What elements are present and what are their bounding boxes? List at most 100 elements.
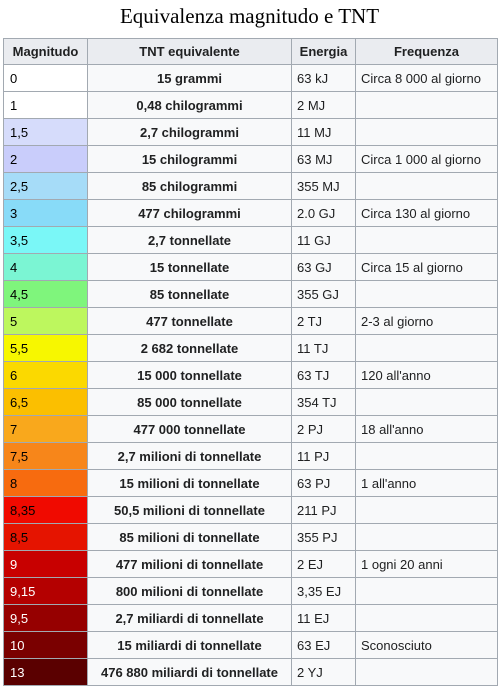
frequency-cell: Sconosciuto — [355, 631, 498, 659]
frequency-cell — [355, 118, 498, 146]
tnt-cell: 2,7 chilogrammi — [87, 118, 292, 146]
energy-cell: 63 MJ — [291, 145, 356, 173]
magnitude-cell: 6 — [3, 361, 88, 389]
header-row: Magnitudo TNT equivalente Energia Freque… — [3, 38, 498, 65]
magnitude-cell: 13 — [3, 658, 88, 686]
frequency-cell: 2-3 al giorno — [355, 307, 498, 335]
tnt-cell: 85 tonnellate — [87, 280, 292, 308]
header-energia[interactable]: Energia — [291, 38, 356, 65]
tnt-cell: 15 grammi — [87, 64, 292, 92]
header-tnt[interactable]: TNT equivalente — [87, 38, 292, 65]
magnitude-cell: 5 — [3, 307, 88, 335]
tnt-cell: 15 000 tonnellate — [87, 361, 292, 389]
frequency-cell: 1 all'anno — [355, 469, 498, 497]
tnt-cell: 0,48 chilogrammi — [87, 91, 292, 119]
energy-cell: 11 MJ — [291, 118, 356, 146]
frequency-cell — [355, 388, 498, 416]
frequency-cell — [355, 91, 498, 119]
frequency-cell — [355, 658, 498, 686]
frequency-cell: 120 all'anno — [355, 361, 498, 389]
energy-cell: 211 PJ — [291, 496, 356, 524]
energy-cell: 2 MJ — [291, 91, 356, 119]
table-row: 6,5 85 000 tonnellate 354 TJ — [3, 388, 498, 416]
table-row: 4 15 tonnellate 63 GJ Circa 15 al giorno — [3, 253, 498, 281]
table-row: 2 15 chilogrammi 63 MJ Circa 1 000 al giorn… — [3, 145, 498, 173]
magnitude-cell: 1,5 — [3, 118, 88, 146]
energy-cell: 2 PJ — [291, 415, 356, 443]
tnt-cell: 2,7 milioni di tonnellate — [87, 442, 292, 470]
energy-cell: 63 kJ — [291, 64, 356, 92]
energy-cell: 355 PJ — [291, 523, 356, 551]
table-row: 1,5 2,7 chilogrammi 11 MJ — [3, 118, 498, 146]
energy-cell: 63 TJ — [291, 361, 356, 389]
tnt-cell: 477 000 tonnellate — [87, 415, 292, 443]
energy-cell: 3,35 EJ — [291, 577, 356, 605]
frequency-cell — [355, 604, 498, 632]
energy-cell: 2 TJ — [291, 307, 356, 335]
table-row: 4,5 85 tonnellate 355 GJ — [3, 280, 498, 308]
table-row: 0 15 grammi 63 kJ Circa 8 000 al giorno — [3, 64, 498, 92]
table-row: 1 0,48 chilogrammi 2 MJ — [3, 91, 498, 119]
table-row: 10 15 miliardi di tonnellate 63 EJ Sconosci… — [3, 631, 498, 659]
tnt-cell: 2,7 tonnellate — [87, 226, 292, 254]
magnitude-cell: 9 — [3, 550, 88, 578]
table-row: 9,5 2,7 miliardi di tonnellate 11 EJ — [3, 604, 498, 632]
table-row: 9,15 800 milioni di tonnellate 3,35 EJ — [3, 577, 498, 605]
header-frequenza[interactable]: Frequenza — [355, 38, 498, 65]
table-row: 6 15 000 tonnellate 63 TJ 120 all'anno — [3, 361, 498, 389]
magnitude-cell: 4 — [3, 253, 88, 281]
tnt-cell: 476 880 miliardi di tonnellate — [87, 658, 292, 686]
table-row: 9 477 milioni di tonnellate 2 EJ 1 ogni 20 … — [3, 550, 498, 578]
magnitude-cell: 1 — [3, 91, 88, 119]
table-row: 8 15 milioni di tonnellate 63 PJ 1 all'anno — [3, 469, 498, 497]
frequency-cell — [355, 523, 498, 551]
tnt-cell: 15 milioni di tonnellate — [87, 469, 292, 497]
energy-cell: 2 EJ — [291, 550, 356, 578]
tnt-cell: 85 000 tonnellate — [87, 388, 292, 416]
tnt-cell: 15 tonnellate — [87, 253, 292, 281]
frequency-cell — [355, 442, 498, 470]
energy-cell: 11 TJ — [291, 334, 356, 362]
magnitude-cell: 2,5 — [3, 172, 88, 200]
magnitude-cell: 0 — [3, 64, 88, 92]
table-row: 5,5 2 682 tonnellate 11 TJ — [3, 334, 498, 362]
energy-cell: 11 EJ — [291, 604, 356, 632]
energy-cell: 11 GJ — [291, 226, 356, 254]
energy-cell: 63 PJ — [291, 469, 356, 497]
magnitude-cell: 4,5 — [3, 280, 88, 308]
tnt-cell: 800 milioni di tonnellate — [87, 577, 292, 605]
energy-cell: 355 MJ — [291, 172, 356, 200]
magnitude-cell: 2 — [3, 145, 88, 173]
magnitude-cell: 9,5 — [3, 604, 88, 632]
table-row: 7 477 000 tonnellate 2 PJ 18 all'anno — [3, 415, 498, 443]
magnitude-cell: 3 — [3, 199, 88, 227]
tnt-cell: 477 tonnellate — [87, 307, 292, 335]
magnitude-cell: 7 — [3, 415, 88, 443]
tnt-cell: 2 682 tonnellate — [87, 334, 292, 362]
magnitude-cell: 5,5 — [3, 334, 88, 362]
frequency-cell: Circa 8 000 al giorno — [355, 64, 498, 92]
tnt-cell: 85 chilogrammi — [87, 172, 292, 200]
magnitude-cell: 8,35 — [3, 496, 88, 524]
tnt-cell: 85 milioni di tonnellate — [87, 523, 292, 551]
magnitude-cell: 10 — [3, 631, 88, 659]
frequency-cell: 1 ogni 20 anni — [355, 550, 498, 578]
table-row: 7,5 2,7 milioni di tonnellate 11 PJ — [3, 442, 498, 470]
frequency-cell — [355, 334, 498, 362]
table-row: 3 477 chilogrammi 2.0 GJ Circa 130 al giorn… — [3, 199, 498, 227]
tnt-cell: 477 milioni di tonnellate — [87, 550, 292, 578]
tnt-cell: 15 chilogrammi — [87, 145, 292, 173]
frequency-cell: 18 all'anno — [355, 415, 498, 443]
table-row: 3,5 2,7 tonnellate 11 GJ — [3, 226, 498, 254]
frequency-cell: Circa 130 al giorno — [355, 199, 498, 227]
table-caption: Equivalenza magnitudo e TNT — [119, 4, 380, 28]
table-row: 13 476 880 miliardi di tonnellate 2 YJ — [3, 658, 498, 686]
energy-cell: 2 YJ — [291, 658, 356, 686]
header-magnitudo[interactable]: Magnitudo — [3, 38, 88, 65]
magnitude-cell: 7,5 — [3, 442, 88, 470]
tnt-cell: 2,7 miliardi di tonnellate — [87, 604, 292, 632]
energy-cell: 63 EJ — [291, 631, 356, 659]
energy-cell: 11 PJ — [291, 442, 356, 470]
table-body: 0 15 grammi 63 kJ Circa 8 000 al giorno 1 0,4… — [3, 64, 498, 686]
table-row: 8,35 50,5 milioni di tonnellate 211 PJ — [3, 496, 498, 524]
